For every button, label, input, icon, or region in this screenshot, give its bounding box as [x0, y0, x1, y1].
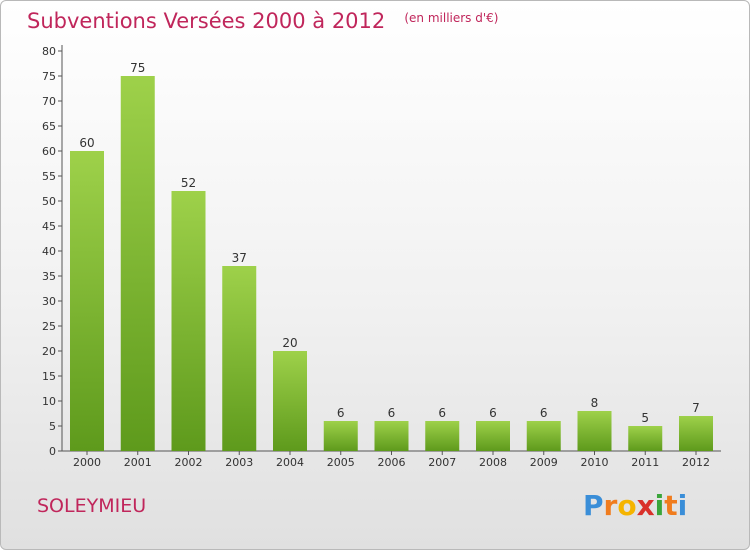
logo-letter: r: [603, 489, 618, 522]
bar-2002: [171, 191, 206, 451]
y-tick-label: 60: [42, 145, 56, 158]
logo-letter: i: [677, 489, 688, 522]
logo-letter: i: [654, 489, 665, 522]
location-name: SOLEYMIEU: [37, 495, 147, 517]
bar-2004: [273, 351, 307, 451]
x-tick-label-2002: 2002: [175, 456, 203, 469]
bar-2006: [374, 421, 409, 451]
y-tick-label: 80: [42, 45, 56, 58]
data-label-2005: 6: [337, 406, 345, 420]
title-block: Subventions Versées 2000 à 2012 (en mill…: [27, 9, 498, 33]
y-tick-label: 45: [42, 220, 56, 233]
x-tick-label-2008: 2008: [479, 456, 507, 469]
x-tick-label-2005: 2005: [327, 456, 355, 469]
y-tick-label: 75: [42, 70, 56, 83]
data-label-2009: 6: [540, 406, 548, 420]
y-tick-label: 30: [42, 295, 56, 308]
bar-2012: [679, 416, 713, 451]
y-tick-label: 50: [42, 195, 56, 208]
logo-letter: t: [664, 489, 678, 522]
y-tick-label: 40: [42, 245, 56, 258]
bar-2000: [70, 151, 104, 451]
y-tick-label: 10: [42, 395, 56, 408]
y-tick-label: 55: [42, 170, 56, 183]
x-tick-label-2001: 2001: [124, 456, 152, 469]
bar-2001: [120, 76, 155, 451]
logo-letter: o: [617, 489, 637, 522]
proxiti-logo: Proxiti: [583, 489, 687, 522]
x-tick-label-2006: 2006: [378, 456, 406, 469]
data-label-2007: 6: [438, 406, 446, 420]
x-tick-label-2011: 2011: [631, 456, 659, 469]
data-label-2010: 8: [591, 396, 599, 410]
y-tick-label: 25: [42, 320, 56, 333]
data-label-2001: 75: [130, 61, 145, 75]
x-tick-label-2012: 2012: [682, 456, 710, 469]
bar-2010: [577, 411, 612, 451]
y-tick-label: 35: [42, 270, 56, 283]
bar-2003: [222, 266, 257, 451]
bar-2007: [425, 421, 460, 451]
y-tick-label: 65: [42, 120, 56, 133]
y-tick-label: 5: [49, 420, 56, 433]
y-tick-label: 70: [42, 95, 56, 108]
chart-subtitle: (en milliers d'€): [404, 11, 499, 25]
x-tick-label-2003: 2003: [225, 456, 253, 469]
data-label-2012: 7: [692, 401, 700, 415]
data-label-2004: 20: [282, 336, 297, 350]
data-label-2003: 37: [232, 251, 247, 265]
x-tick-label-2010: 2010: [581, 456, 609, 469]
data-label-2006: 6: [388, 406, 396, 420]
x-tick-label-2009: 2009: [530, 456, 558, 469]
x-tick-label-2000: 2000: [73, 456, 101, 469]
x-tick-label-2004: 2004: [276, 456, 304, 469]
bar-2011: [628, 426, 663, 451]
chart-title: Subventions Versées 2000 à 2012: [27, 9, 386, 33]
y-tick-label: 15: [42, 370, 56, 383]
y-tick-label: 0: [49, 445, 56, 458]
bar-2005: [323, 421, 358, 451]
y-tick-label: 20: [42, 345, 56, 358]
logo-letter: P: [583, 489, 604, 522]
data-label-2011: 5: [641, 411, 649, 425]
data-label-2000: 60: [79, 136, 94, 150]
data-label-2002: 52: [181, 176, 196, 190]
x-tick-label-2007: 2007: [428, 456, 456, 469]
bar-2008: [476, 421, 510, 451]
logo-letter: x: [636, 489, 655, 522]
data-label-2008: 6: [489, 406, 497, 420]
bar-2009: [526, 421, 561, 451]
